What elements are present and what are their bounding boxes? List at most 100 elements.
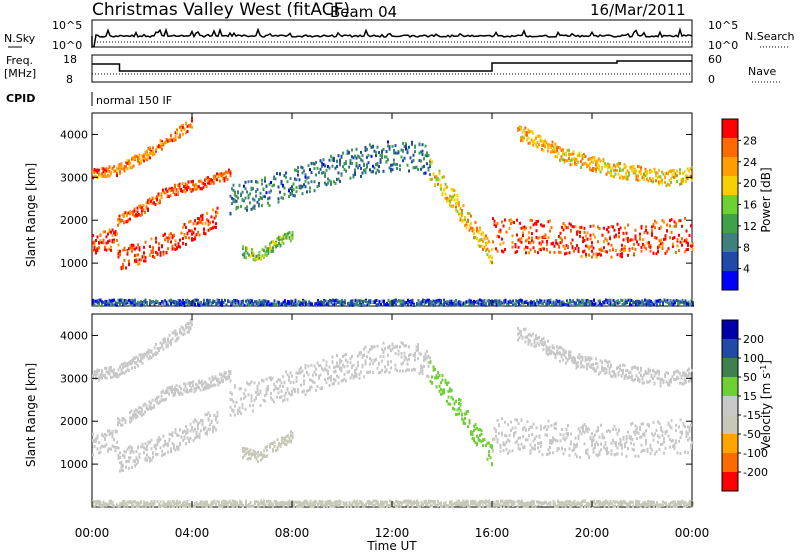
data-cell xyxy=(587,357,590,361)
data-cell xyxy=(450,395,453,399)
data-cell xyxy=(480,302,483,306)
data-cell xyxy=(336,364,338,368)
data-cell xyxy=(228,170,230,174)
data-cell xyxy=(136,206,139,210)
data-cell xyxy=(200,220,202,224)
data-cell xyxy=(644,169,647,173)
data-cell xyxy=(399,369,401,373)
data-cell xyxy=(149,156,151,160)
data-cell xyxy=(358,155,361,159)
data-cell xyxy=(412,353,415,357)
data-cell xyxy=(549,451,551,455)
data-cell xyxy=(342,363,344,367)
data-cell xyxy=(177,245,180,249)
data-cell xyxy=(579,234,581,238)
data-cell xyxy=(168,299,171,303)
data-cell xyxy=(570,442,572,446)
data-cell xyxy=(530,130,533,134)
data-cell xyxy=(181,392,184,396)
data-cell xyxy=(458,398,460,401)
data-cell xyxy=(153,301,156,304)
data-cell xyxy=(606,228,608,232)
data-cell xyxy=(257,301,259,305)
data-cell xyxy=(541,144,543,148)
data-cell xyxy=(473,437,475,441)
data-cell xyxy=(679,171,681,175)
data-cell xyxy=(159,446,162,450)
data-cell xyxy=(324,172,326,176)
data-cell xyxy=(572,361,575,365)
data-cell xyxy=(170,240,172,244)
data-cell xyxy=(207,181,209,185)
data-cell xyxy=(137,300,139,304)
data-cell xyxy=(530,301,532,305)
data-cell xyxy=(549,219,551,223)
data-cell xyxy=(292,387,295,391)
data-cell xyxy=(300,301,303,305)
data-cell xyxy=(596,362,599,366)
data-cell xyxy=(664,431,667,435)
data-cell xyxy=(525,239,527,243)
data-cell xyxy=(486,253,489,257)
data-cell xyxy=(416,303,418,307)
data-cell xyxy=(444,186,447,190)
data-cell xyxy=(258,392,260,396)
colorbar-tick-label: 4 xyxy=(743,263,750,276)
data-cell xyxy=(315,367,317,371)
data-cell xyxy=(570,241,572,245)
data-cell xyxy=(666,299,669,302)
data-cell xyxy=(195,382,197,386)
data-cell xyxy=(369,301,372,305)
data-cell xyxy=(535,229,538,233)
data-cell xyxy=(108,447,111,451)
data-cell xyxy=(293,302,295,306)
data-cell xyxy=(588,253,590,257)
data-cell xyxy=(203,302,205,306)
data-cell xyxy=(394,151,397,155)
data-cell xyxy=(270,181,272,184)
data-cell xyxy=(114,169,117,173)
data-cell xyxy=(339,161,341,164)
data-cell xyxy=(672,439,674,443)
data-cell xyxy=(607,225,610,229)
data-cell xyxy=(186,298,189,302)
data-cell xyxy=(394,352,397,355)
data-cell xyxy=(376,163,379,167)
data-cell xyxy=(459,212,462,216)
data-cell xyxy=(570,432,572,436)
data-cell xyxy=(657,440,659,444)
data-cell xyxy=(502,250,505,254)
data-cell xyxy=(427,364,430,368)
data-cell xyxy=(479,226,481,230)
data-cell xyxy=(137,459,139,463)
data-cell xyxy=(576,298,579,302)
data-cell xyxy=(541,235,544,239)
data-cell xyxy=(605,172,608,176)
data-cell xyxy=(98,172,100,176)
data-cell xyxy=(608,371,611,375)
data-cell xyxy=(459,300,462,304)
data-cell xyxy=(141,445,144,448)
data-cell xyxy=(637,243,640,247)
data-cell xyxy=(531,236,533,240)
data-cell xyxy=(229,211,232,215)
data-cell xyxy=(499,228,502,232)
data-cell xyxy=(304,173,307,177)
data-cell xyxy=(331,158,334,162)
data-cell xyxy=(360,158,362,162)
data-cell xyxy=(157,402,160,405)
data-cell xyxy=(166,189,169,193)
data-cell xyxy=(615,452,617,456)
data-cell xyxy=(504,218,506,222)
data-cell xyxy=(105,299,108,303)
data-cell xyxy=(207,223,210,227)
data-cell xyxy=(532,140,534,144)
data-cell xyxy=(661,247,664,251)
data-cell xyxy=(162,453,165,456)
data-cell xyxy=(337,375,340,379)
data-cell xyxy=(550,143,552,147)
data-cell xyxy=(132,164,135,168)
data-cell xyxy=(363,168,365,172)
data-cell xyxy=(538,336,540,339)
data-cell xyxy=(434,376,436,380)
